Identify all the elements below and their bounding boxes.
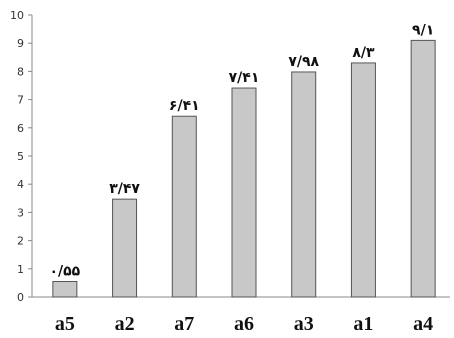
data-label-a2: ۳/۴۷ bbox=[109, 181, 140, 197]
y-tick-label: 8 bbox=[17, 65, 24, 78]
category-labels: a5 a2 a7 a6 a3 a1 a4 bbox=[55, 313, 433, 335]
bar-a3 bbox=[291, 71, 317, 298]
bar-a2 bbox=[112, 198, 138, 298]
y-axis-ticks: 0 1 2 3 4 5 6 7 8 9 10 bbox=[10, 9, 32, 304]
y-tick-label: 9 bbox=[17, 37, 24, 50]
y-tick-label: 6 bbox=[17, 122, 24, 135]
category-label-a6: a6 bbox=[234, 313, 254, 335]
y-tick-label: 3 bbox=[17, 206, 24, 219]
y-tick-label: 1 bbox=[17, 263, 24, 276]
y-tick-label: 0 bbox=[17, 291, 24, 304]
y-tick-label: 5 bbox=[17, 150, 24, 163]
bar-a5 bbox=[52, 280, 78, 298]
bar-a6 bbox=[231, 87, 257, 298]
data-label-a7: ۶/۴۱ bbox=[169, 98, 200, 114]
y-tick-label: 2 bbox=[17, 235, 24, 248]
category-label-a3: a3 bbox=[294, 313, 314, 335]
bar-a1 bbox=[350, 62, 376, 298]
bar-a7 bbox=[171, 115, 197, 298]
data-label-a5: ۰/۵۵ bbox=[49, 263, 80, 279]
category-label-a1: a1 bbox=[353, 313, 373, 335]
data-label-a6: ۷/۴۱ bbox=[229, 70, 260, 86]
bar-a4 bbox=[410, 39, 436, 298]
data-label-a1: ۸/۳ bbox=[352, 45, 375, 61]
data-label-a4: ۹/۱ bbox=[412, 22, 434, 38]
y-tick-label: 4 bbox=[17, 178, 24, 191]
data-labels: ۰/۵۵ ۳/۴۷ ۶/۴۱ ۷/۴۱ ۷/۹۸ ۸/۳ ۹/۱ bbox=[49, 22, 434, 279]
bars bbox=[52, 39, 436, 298]
category-label-a7: a7 bbox=[174, 313, 194, 335]
y-tick-label: 10 bbox=[10, 9, 24, 22]
y-tick-label: 7 bbox=[17, 94, 24, 107]
data-label-a3: ۷/۹۸ bbox=[288, 54, 319, 70]
category-label-a2: a2 bbox=[115, 313, 135, 335]
category-label-a5: a5 bbox=[55, 313, 75, 335]
category-label-a4: a4 bbox=[413, 313, 433, 335]
